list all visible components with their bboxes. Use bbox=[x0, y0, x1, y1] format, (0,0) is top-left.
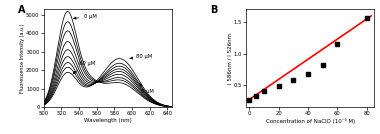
Point bbox=[246, 98, 252, 101]
Point bbox=[305, 73, 311, 75]
Point bbox=[364, 16, 370, 19]
X-axis label: Wavelength (nm): Wavelength (nm) bbox=[84, 118, 131, 123]
Point bbox=[276, 85, 282, 87]
Point bbox=[290, 79, 296, 81]
X-axis label: Concentration of NaClO (10⁻⁶ M): Concentration of NaClO (10⁻⁶ M) bbox=[266, 118, 355, 124]
Y-axis label: I 586nm / I 526nm: I 586nm / I 526nm bbox=[227, 33, 232, 84]
Point bbox=[334, 43, 340, 45]
Text: B: B bbox=[210, 5, 218, 15]
Text: 0 μM: 0 μM bbox=[140, 84, 154, 94]
Point bbox=[253, 95, 260, 97]
Point bbox=[320, 64, 326, 66]
Text: 0 μM: 0 μM bbox=[74, 14, 97, 19]
Point bbox=[261, 90, 267, 92]
Y-axis label: Fluorescence Intensity (a.u.): Fluorescence Intensity (a.u.) bbox=[20, 24, 25, 93]
Text: 80 μM: 80 μM bbox=[130, 54, 152, 59]
Text: 80 μM: 80 μM bbox=[73, 61, 95, 73]
Text: A: A bbox=[18, 5, 25, 15]
